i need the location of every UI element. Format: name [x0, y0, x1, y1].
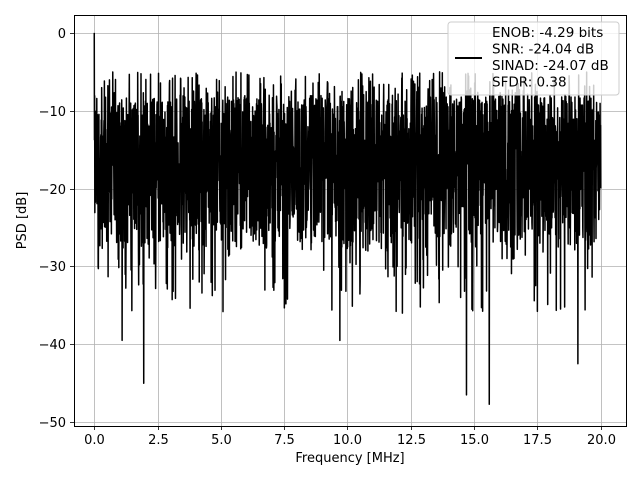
legend-enob: ENOB: -4.29 bits — [492, 25, 603, 41]
x-tick-label: 5.0 — [211, 433, 232, 448]
x-tick-label: 7.5 — [274, 433, 295, 448]
legend-snr: SNR: -24.04 dB — [492, 42, 594, 58]
x-tick-label: 15.0 — [460, 433, 489, 448]
y-tick-label: −10 — [39, 105, 66, 120]
x-tick-label: 10.0 — [333, 433, 362, 448]
legend: ENOB: -4.29 bits SNR: -24.04 dB SINAD: -… — [447, 21, 620, 96]
psd-series-line — [93, 32, 602, 405]
y-tick-label: −30 — [39, 260, 66, 275]
plot-frame — [74, 15, 627, 427]
legend-sfdr: SFDR: 0.38 — [492, 75, 567, 91]
x-tick-label: 17.5 — [523, 433, 552, 448]
x-tick-label: 20.0 — [587, 433, 616, 448]
y-tick-label: −50 — [39, 416, 66, 431]
y-axis-ticks: 0 −10 −20 −30 −40 −50 — [39, 27, 74, 431]
x-axis-ticks: 0.0 2.5 5.0 7.5 10.0 12.5 15.0 17.5 20.0 — [84, 426, 616, 448]
legend-box — [447, 21, 620, 96]
x-tick-label: 12.5 — [397, 433, 426, 448]
y-tick-label: −20 — [39, 183, 66, 198]
y-tick-label: −40 — [39, 338, 66, 353]
y-axis-label: PSD [dB] — [15, 192, 30, 250]
x-tick-label: 2.5 — [148, 433, 169, 448]
x-axis-label: Frequency [MHz] — [295, 451, 404, 466]
legend-sinad: SINAD: -24.07 dB — [492, 58, 609, 74]
x-tick-label: 0.0 — [84, 433, 105, 448]
y-tick-label: 0 — [58, 27, 66, 42]
series-layer — [93, 32, 602, 405]
